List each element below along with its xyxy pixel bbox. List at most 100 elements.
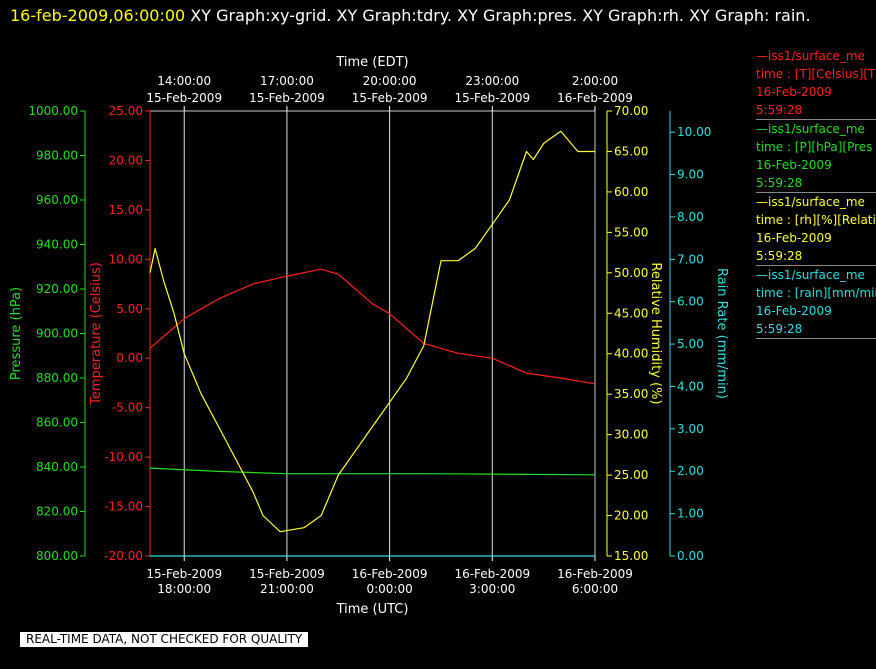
x-top-tick-label: 14:00:00	[157, 74, 211, 88]
y-tick-label-pres: 920.00	[36, 282, 78, 296]
y-tick-label-tdry: 20.00	[109, 153, 143, 167]
timestamp: 16-feb-2009,06:00:00	[10, 6, 186, 25]
y-tick-label-rain: 8.00	[677, 210, 704, 224]
x-top-tick-label: 2:00:00	[572, 74, 618, 88]
y-tick-label-pres: 960.00	[36, 193, 78, 207]
x-top-tick-label: 15-Feb-2009	[454, 91, 530, 105]
y-tick-label-pres: 1000.00	[28, 104, 78, 118]
y-tick-label-tdry: 15.00	[109, 203, 143, 217]
legend: —iss1/surface_me time : [T][Celsius][T 16-…	[756, 47, 876, 339]
y-tick-label-rain: 10.00	[677, 125, 711, 139]
y-axis-title-pres: Pressure (hPa)	[9, 287, 24, 380]
x-top-tick-label: 23:00:00	[465, 74, 519, 88]
y-tick-label-pres: 940.00	[36, 238, 78, 252]
y-tick-label-rain: 4.00	[677, 379, 704, 393]
y-tick-label-rh: 25.00	[614, 468, 648, 482]
x-top-tick-label: 15-Feb-2009	[249, 91, 325, 105]
x-bottom-tick-label: 21:00:00	[260, 582, 314, 596]
y-tick-label-rh: 30.00	[614, 428, 648, 442]
legend-line4: 5:59:28	[756, 103, 803, 117]
y-tick-label-pres: 840.00	[36, 460, 78, 474]
legend-line2: time : [T][Celsius][T	[756, 67, 876, 81]
quality-note: REAL-TIME DATA, NOT CHECKED FOR QUALITY	[20, 632, 309, 647]
legend-line1: —iss1/surface_me	[756, 49, 865, 63]
y-tick-label-pres: 980.00	[36, 149, 78, 163]
x-top-tick-label: 15-Feb-2009	[146, 91, 222, 105]
x-bottom-tick-label: 16-Feb-2009	[557, 567, 633, 581]
y-tick-label-rain: 0.00	[677, 549, 704, 563]
x-bottom-axis-title: Time (UTC)	[336, 602, 409, 617]
y-tick-label-rain: 7.00	[677, 252, 704, 266]
x-bottom-tick-label: 15-Feb-2009	[146, 567, 222, 581]
x-top-tick-label: 17:00:00	[260, 74, 314, 88]
y-tick-label-rain: 1.00	[677, 507, 704, 521]
series-line-rh	[149, 130, 595, 533]
y-tick-label-rh: 20.00	[614, 509, 648, 523]
legend-line2: time : [P][hPa][Pres	[756, 140, 873, 154]
x-top-axis-title: Time (EDT)	[335, 55, 408, 70]
legend-line1: —iss1/surface_me	[756, 195, 865, 209]
y-tick-label-rh: 35.00	[614, 387, 648, 401]
y-tick-label-rain: 6.00	[677, 295, 704, 309]
legend-line3: 16-Feb-2009	[756, 85, 832, 99]
legend-line3: 16-Feb-2009	[756, 158, 832, 172]
y-tick-label-tdry: 0.00	[116, 351, 143, 365]
y-axis-title-rain: Rain Rate (mm/min)	[714, 268, 729, 399]
x-bottom-tick-label: 16-Feb-2009	[454, 567, 530, 581]
x-bottom-tick-label: 15-Feb-2009	[249, 567, 325, 581]
y-tick-label-rh: 40.00	[614, 347, 648, 361]
y-tick-label-rh: 60.00	[614, 185, 648, 199]
y-axis-title-rh: Relative Humidity (%)	[648, 262, 663, 404]
y-tick-label-tdry: 10.00	[109, 252, 143, 266]
y-tick-label-rain: 5.00	[677, 337, 704, 351]
y-tick-label-tdry: 25.00	[109, 104, 143, 118]
legend-line1: —iss1/surface_me	[756, 268, 865, 282]
x-bottom-tick-label: 6:00:00	[572, 582, 618, 596]
plot-frame	[149, 110, 596, 557]
x-bottom-tick-label: 16-Feb-2009	[352, 567, 428, 581]
y-tick-label-rain: 3.00	[677, 422, 704, 436]
legend-line2: time : [rh][%][Relati	[756, 213, 876, 227]
y-tick-label-rain: 9.00	[677, 168, 704, 182]
y-axis-title-tdry: Temperature (Celsius)	[89, 262, 104, 406]
x-top-tick-label: 16-Feb-2009	[557, 91, 633, 105]
y-tick-label-pres: 900.00	[36, 327, 78, 341]
y-tick-label-rh: 65.00	[614, 144, 648, 158]
x-bottom-tick-label: 0:00:00	[366, 582, 412, 596]
legend-line1: —iss1/surface_me	[756, 122, 865, 136]
y-tick-label-pres: 860.00	[36, 416, 78, 430]
y-tick-label-pres: 880.00	[36, 371, 78, 385]
y-tick-label-tdry: -20.00	[104, 549, 143, 563]
series-line-tdry	[149, 268, 596, 385]
y-tick-label-rh: 70.00	[614, 104, 648, 118]
legend-line2: time : [rain][mm/min	[756, 286, 876, 300]
y-tick-label-pres: 800.00	[36, 549, 78, 563]
y-tick-label-rh: 55.00	[614, 225, 648, 239]
y-tick-label-rh: 45.00	[614, 306, 648, 320]
legend-line3: 16-Feb-2009	[756, 231, 832, 245]
legend-line4: 5:59:28	[756, 322, 803, 336]
y-tick-label-pres: 820.00	[36, 505, 78, 519]
x-bottom-tick-label: 3:00:00	[469, 582, 515, 596]
y-tick-label-tdry: -5.00	[112, 401, 143, 415]
y-tick-label-tdry: -10.00	[104, 450, 143, 464]
y-tick-label-rain: 2.00	[677, 464, 704, 478]
series-line-pres	[149, 467, 596, 476]
graph-title: XY Graph:xy-grid. XY Graph:tdry. XY Grap…	[185, 6, 811, 25]
title-bar: 16-feb-2009,06:00:00 XY Graph:xy-grid. X…	[10, 2, 850, 30]
legend-line4: 5:59:28	[756, 176, 803, 190]
y-tick-label-tdry: -15.00	[104, 500, 143, 514]
legend-line4: 5:59:28	[756, 249, 803, 263]
x-bottom-tick-label: 18:00:00	[157, 582, 211, 596]
y-tick-label-tdry: 5.00	[116, 302, 143, 316]
y-tick-label-rh: 50.00	[614, 266, 648, 280]
x-top-tick-label: 20:00:00	[363, 74, 417, 88]
y-tick-label-rh: 15.00	[614, 549, 648, 563]
legend-line3: 16-Feb-2009	[756, 304, 832, 318]
x-top-tick-label: 15-Feb-2009	[352, 91, 428, 105]
